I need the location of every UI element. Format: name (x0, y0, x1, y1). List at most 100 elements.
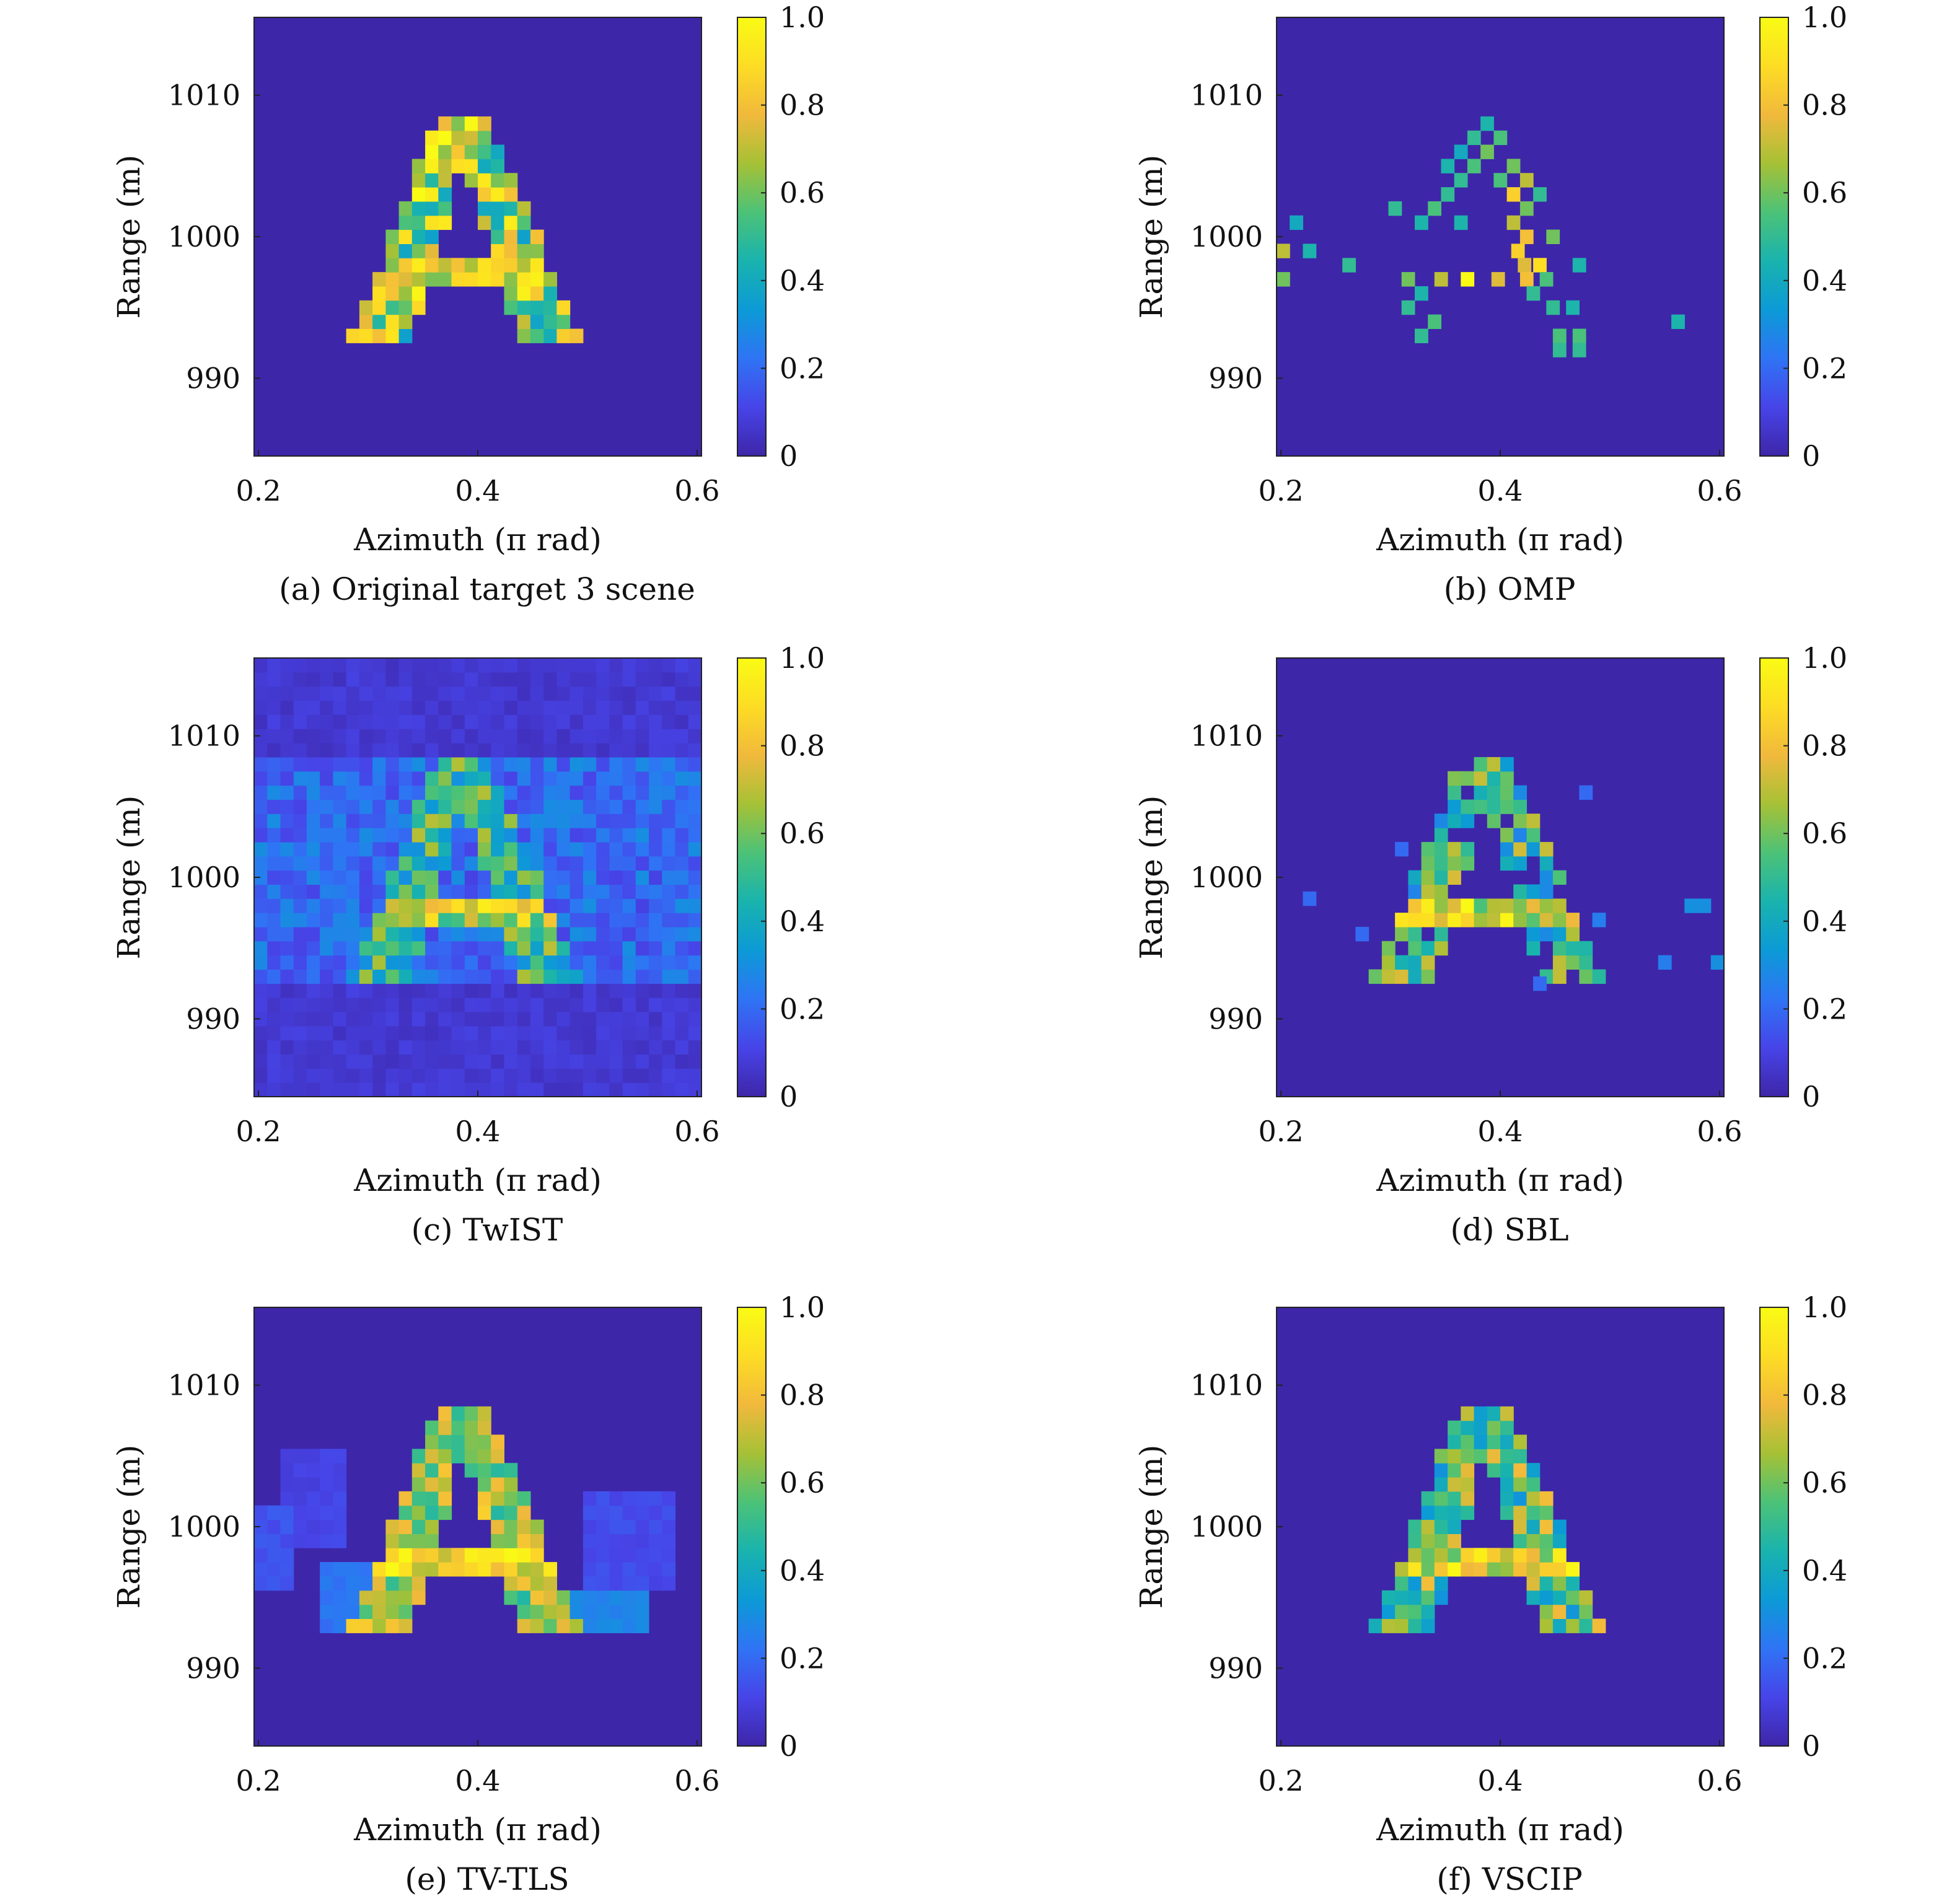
heatmap-cell (1461, 1434, 1475, 1449)
heatmap-cell (411, 173, 426, 188)
heatmap-cell (662, 1082, 676, 1097)
heatmap-cell (346, 1590, 360, 1605)
heatmap-cell (1513, 1463, 1527, 1478)
heatmap-cell (491, 969, 504, 984)
heatmap-cell (425, 173, 439, 188)
heatmap-cell (530, 1068, 544, 1083)
heatmap-cell (1461, 1406, 1475, 1421)
heatmap-cell (569, 983, 584, 998)
heatmap-cell (254, 1576, 268, 1591)
heatmap-cell (609, 799, 623, 814)
y-tick-label: 990 (1208, 361, 1263, 395)
heatmap-cell (438, 215, 452, 230)
heatmap-cell (491, 258, 504, 273)
heatmap-cell (569, 926, 584, 942)
heatmap-cell (306, 841, 320, 857)
heatmap-cell (504, 884, 518, 899)
colorbar-tick-label: 0 (1802, 439, 1820, 473)
y-tick-label: 1000 (168, 1510, 240, 1543)
heatmap-cell (1500, 841, 1514, 857)
heatmap-cell (1566, 300, 1580, 315)
heatmap-cell (359, 1054, 373, 1069)
heatmap-cell (504, 998, 518, 1012)
colorbar-tick-label: 0 (780, 1080, 798, 1113)
heatmap-cell (478, 870, 491, 885)
heatmap-cell (411, 1068, 426, 1083)
heatmap-cell (569, 998, 584, 1012)
colorbar-tick-label: 0.6 (1802, 817, 1847, 850)
heatmap-cell (609, 771, 623, 786)
heatmap-cell (583, 941, 597, 956)
heatmap-cell (478, 159, 491, 173)
heatmap-cell (543, 1025, 557, 1041)
heatmap-cell (1448, 1449, 1461, 1463)
heatmap-cell (675, 884, 689, 899)
heatmap-cell (478, 941, 491, 956)
heatmap-cell (464, 814, 478, 828)
heatmap-cell (478, 1434, 491, 1449)
heatmap-cell (649, 1012, 662, 1027)
heatmap-cell (1552, 898, 1567, 913)
heatmap-cell (1408, 1604, 1422, 1619)
heatmap-cell (1395, 955, 1409, 970)
heatmap-cell (569, 1604, 584, 1619)
heatmap-cell (293, 686, 307, 701)
heatmap-cell (622, 1054, 636, 1069)
heatmap-cell (1526, 898, 1541, 913)
heatmap-cell (385, 799, 400, 814)
heatmap-cell (1500, 1406, 1514, 1421)
heatmap-cell (569, 913, 584, 928)
heatmap-cell (1513, 898, 1527, 913)
heatmap-cell (438, 729, 452, 744)
heatmap-cell (254, 856, 268, 871)
heatmap-cell (1513, 1533, 1527, 1548)
heatmap-cell (596, 1012, 610, 1027)
heatmap-cell (346, 955, 360, 970)
colorbar (737, 657, 767, 1097)
heatmap-cell (254, 1054, 268, 1069)
heatmap-cell (385, 686, 400, 701)
colorbar-tick-label: 0 (780, 1729, 798, 1763)
colorbar-tick-label: 1.0 (780, 1, 825, 34)
heatmap-cell (267, 799, 281, 814)
heatmap-cell (662, 941, 676, 956)
heatmap-cell (569, 841, 584, 857)
heatmap-cell (280, 757, 294, 772)
heatmap-cell (254, 884, 268, 899)
heatmap-cell (530, 998, 544, 1012)
heatmap-cell (1513, 799, 1527, 814)
heatmap-cell (569, 1025, 584, 1041)
heatmap-cell (306, 743, 320, 758)
heatmap-cell (385, 785, 400, 800)
heatmap-cell (438, 884, 452, 899)
heatmap-cell (583, 1533, 597, 1548)
heatmap-cell (609, 898, 623, 913)
heatmap-cell (425, 1505, 439, 1520)
heatmap-cell (1408, 870, 1422, 885)
heatmap-cell (359, 799, 373, 814)
colorbar-tick-label: 1.0 (1802, 1, 1847, 34)
x-tick-label: 0.2 (236, 1764, 281, 1797)
heatmap-cell (438, 272, 452, 287)
heatmap-cell (1474, 1406, 1488, 1421)
heatmap-cell (293, 828, 307, 843)
heatmap-cell (1474, 1562, 1488, 1577)
heatmap-cell (649, 969, 662, 984)
heatmap-cell (491, 1505, 504, 1520)
heatmap-cell (596, 700, 610, 715)
heatmap-cell (451, 1420, 465, 1436)
heatmap-cell (583, 1548, 597, 1563)
heatmap-cell (478, 658, 491, 673)
heatmap-cell (688, 1068, 702, 1083)
heatmap-cell (359, 1590, 373, 1605)
heatmap-cell (464, 870, 478, 885)
heatmap-cell (1408, 955, 1422, 970)
heatmap-cell (425, 1533, 439, 1548)
heatmap-cell (583, 1505, 597, 1520)
heatmap-cell (425, 1449, 439, 1463)
heatmap-cell (411, 998, 426, 1012)
heatmap-cell (280, 1054, 294, 1069)
heatmap-cell (438, 771, 452, 786)
colorbar-tick-label: 0.8 (1802, 729, 1847, 763)
heatmap-cell (1487, 898, 1501, 913)
